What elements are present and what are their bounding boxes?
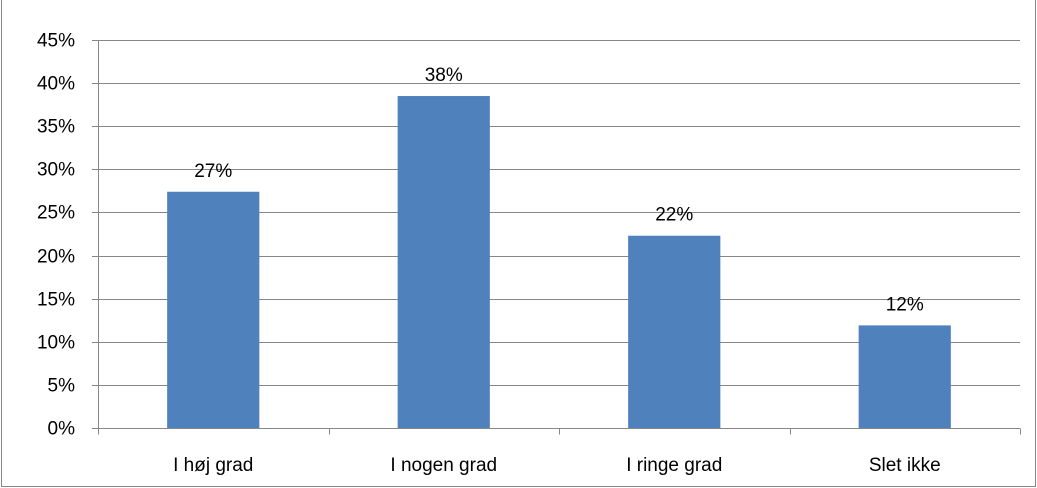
x-tick-label: I høj grad (173, 455, 253, 476)
y-tick-label: 35% (37, 117, 75, 138)
data-label: 12% (886, 294, 924, 315)
y-tick-label: 30% (37, 160, 75, 181)
y-tick-label: 20% (37, 247, 75, 268)
bar (858, 325, 951, 428)
x-tick-label: I nogen grad (390, 455, 497, 476)
y-tick-label: 0% (48, 419, 76, 440)
bar (167, 191, 260, 428)
x-tick-label: Slet ikke (869, 455, 941, 476)
y-tick-label: 45% (37, 31, 75, 52)
y-tick-label: 25% (37, 203, 75, 224)
bar (397, 96, 490, 429)
y-tick-label: 5% (48, 376, 76, 397)
data-label: 27% (194, 161, 232, 182)
bar (628, 235, 721, 428)
data-label: 22% (655, 205, 693, 226)
y-tick-label: 40% (37, 74, 75, 95)
bars (167, 96, 951, 429)
labels: 0% 5% 10% 15% 20% 25% 30% 35% 40% 45% 27% I høj gra… (37, 31, 941, 477)
y-tick-label: 15% (37, 290, 75, 311)
x-tick-label: I ringe grad (626, 455, 722, 476)
y-tick-label: 10% (37, 333, 75, 354)
data-label: 38% (425, 65, 463, 86)
